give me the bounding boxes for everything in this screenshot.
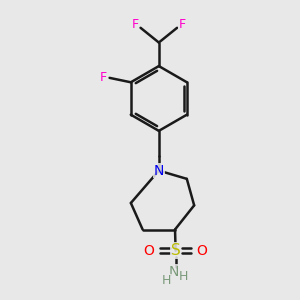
Text: N: N: [169, 265, 179, 279]
Text: H: H: [161, 274, 171, 287]
Text: N: N: [154, 164, 164, 178]
Text: S: S: [171, 243, 181, 258]
Text: F: F: [100, 71, 107, 84]
Text: O: O: [144, 244, 154, 258]
Text: H: H: [179, 270, 188, 283]
Text: F: F: [179, 18, 186, 32]
Text: O: O: [197, 244, 208, 258]
Text: F: F: [132, 18, 139, 32]
